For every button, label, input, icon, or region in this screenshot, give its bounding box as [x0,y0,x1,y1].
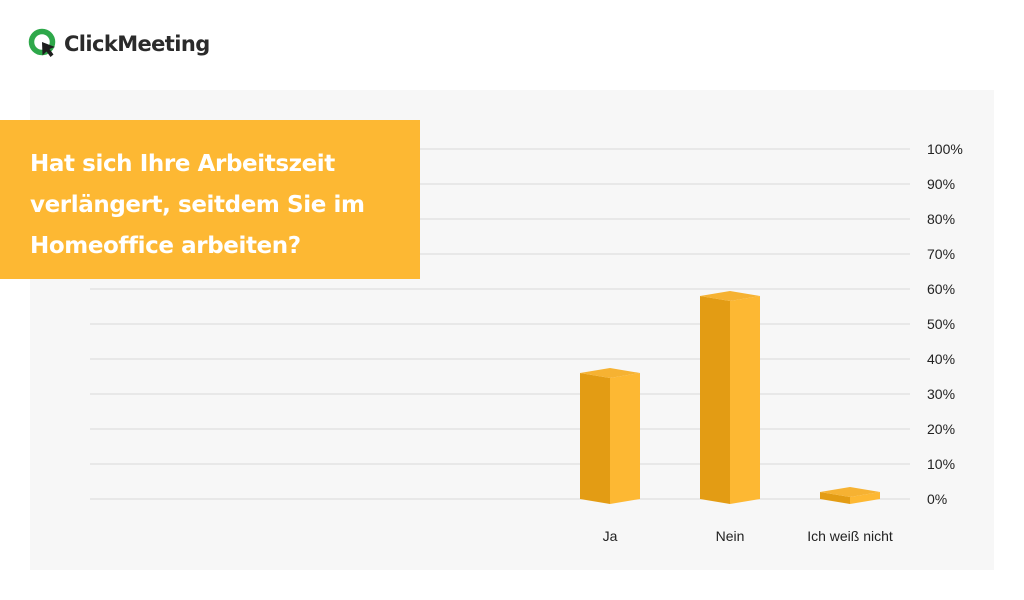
logo-text: ClickMeeting [64,32,210,56]
y-tick-label: 80% [927,211,955,227]
bar-side-face [700,296,730,504]
x-category-label: Ja [603,528,618,544]
y-tick-label: 90% [927,176,955,192]
clickmeeting-logo: ClickMeeting [28,28,210,60]
chart-title: Hat sich Ihre Arbeitszeit verlängert, se… [0,120,420,279]
grid-layer [90,148,910,500]
bar-front-face [610,373,640,504]
y-tick-label: 30% [927,386,955,402]
bar-front-face [730,296,760,504]
bar-top-face [700,291,760,301]
bar-top-face [820,487,880,497]
bar-side-face [580,373,610,504]
bar-top-face [580,368,640,378]
y-tick-label: 60% [927,281,955,297]
y-tick-label: 10% [927,456,955,472]
label-layer: 0% 10% 20% 30% 40% 50% 60% 70% 80% 90% 100% Ja Nein I… [603,141,963,544]
logo-mark-icon [28,28,56,57]
bar-front-face [850,492,880,504]
x-category-label: Nein [716,528,745,544]
bar-side-face [820,492,850,504]
y-tick-label: 20% [927,421,955,437]
bar [700,291,760,504]
y-tick-label: 50% [927,316,955,332]
y-tick-label: 70% [927,246,955,262]
bar-layer [580,291,880,504]
bar [580,368,640,504]
y-tick-label: 40% [927,351,955,367]
y-tick-label: 100% [927,141,963,157]
bar [820,487,880,504]
x-category-label: Ich weiß nicht [807,528,893,544]
y-tick-label: 0% [927,491,947,507]
